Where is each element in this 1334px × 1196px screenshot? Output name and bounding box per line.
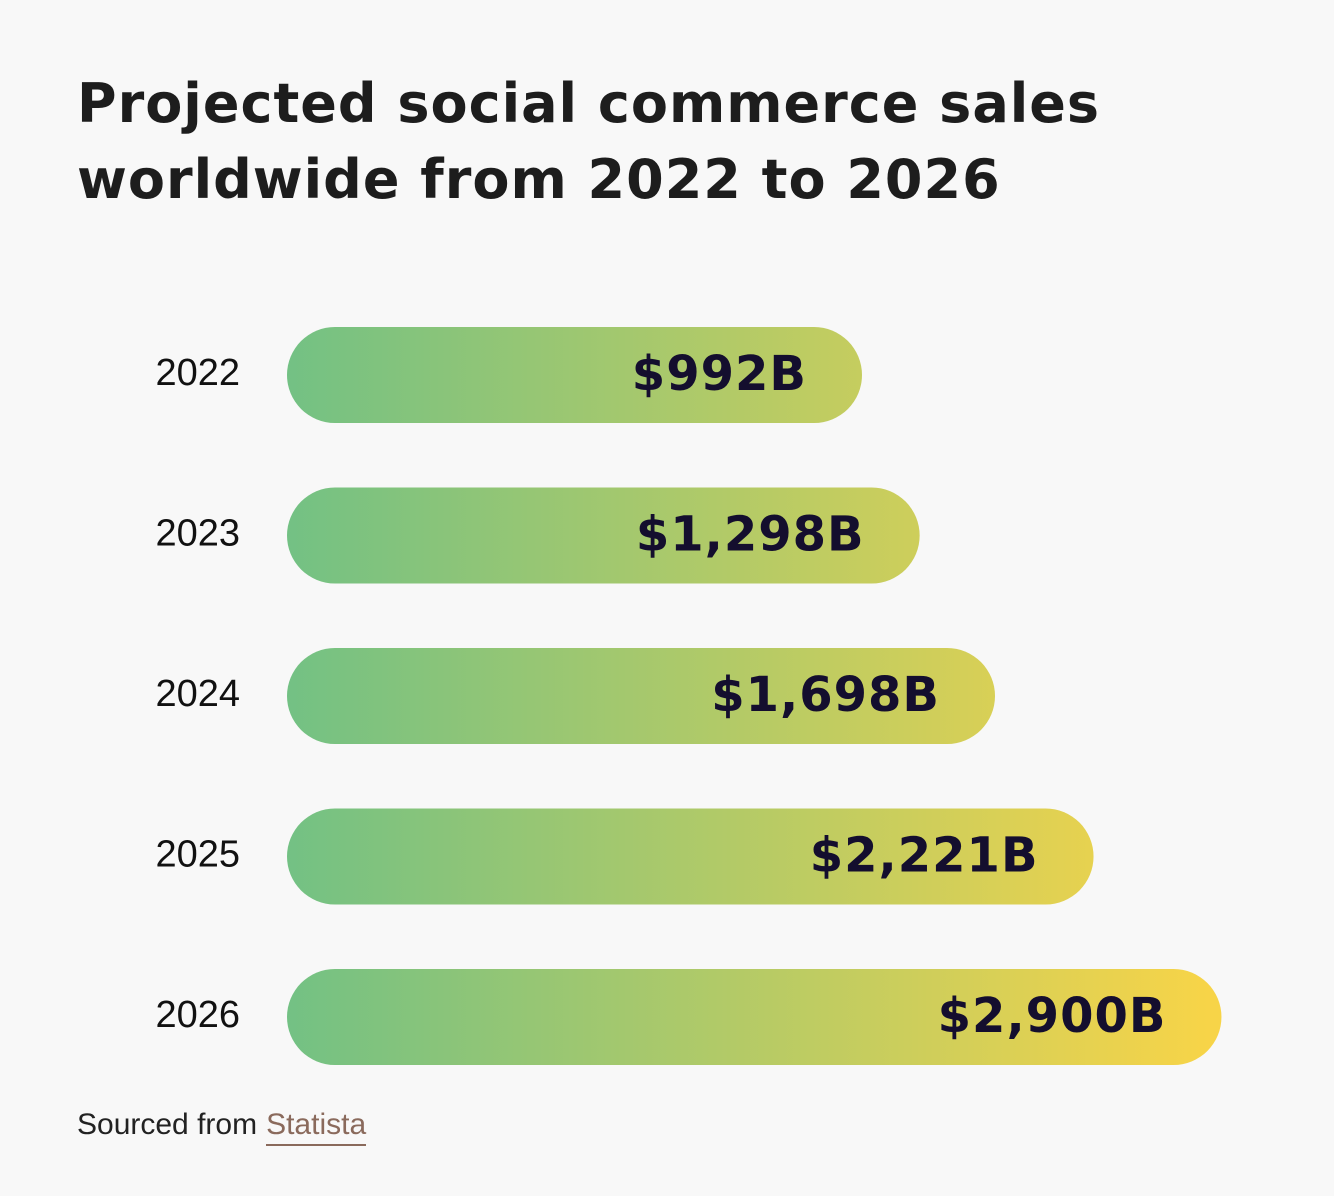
bar <box>287 969 1222 1065</box>
y-tick-label: 2026 <box>155 994 240 1036</box>
value-label: $1,698B <box>711 667 940 723</box>
y-tick-label: 2025 <box>155 834 240 876</box>
source-note: Sourced from Statista <box>77 1108 367 1146</box>
y-tick-label: 2024 <box>155 673 240 715</box>
y-tick-label: 2022 <box>155 352 240 394</box>
source-link[interactable]: Statista <box>266 1108 367 1146</box>
y-tick-label: 2023 <box>155 513 240 555</box>
value-label: $2,221B <box>810 828 1039 884</box>
bar <box>287 648 996 744</box>
value-label: $992B <box>632 346 807 402</box>
value-label: $1,298B <box>636 507 865 563</box>
chart-title: Projected social commerce sales worldwid… <box>77 72 1101 211</box>
source-prefix: Sourced from <box>77 1108 258 1141</box>
bar <box>287 487 920 584</box>
bar <box>287 808 1094 905</box>
bar <box>287 327 862 423</box>
value-label: $2,900B <box>938 988 1167 1044</box>
